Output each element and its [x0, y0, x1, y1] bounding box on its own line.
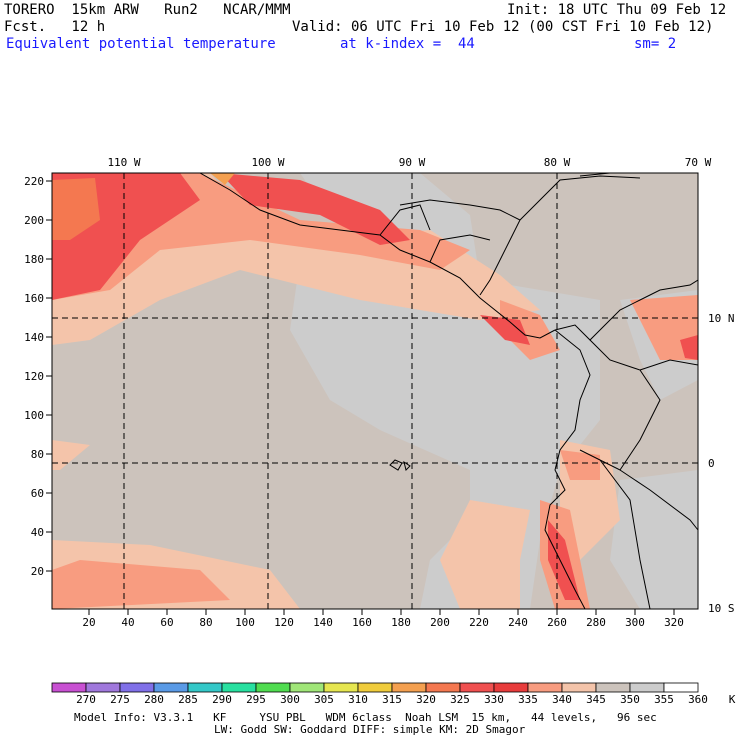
longitude-label: 70 W [685, 156, 712, 169]
colorbar-swatch [255, 682, 291, 693]
colorbar-label: 360 [688, 693, 708, 706]
y-tick-label: 100 [24, 409, 44, 422]
colorbar-swatch [527, 682, 563, 693]
map-frame [51, 172, 699, 610]
x-tick-label: 240 [508, 616, 528, 629]
colorbar-label: K [729, 693, 736, 706]
colorbar-swatch [391, 682, 427, 693]
theta-e-field [52, 173, 698, 609]
model-info: Model Info: V3.3.1 KF YSU PBL WDM 6class… [74, 711, 657, 724]
colorbar-swatch [221, 682, 257, 693]
y-axis [46, 180, 52, 572]
colorbar-swatch [289, 682, 325, 693]
colorbar-swatch [323, 682, 359, 693]
y-tick-label: 160 [24, 292, 44, 305]
physics-info: LW: Godd SW: Goddard DIFF: simple KM: 2D… [214, 723, 526, 736]
init-time: Init: 18 UTC Thu 09 Feb 12 [507, 2, 727, 18]
level-index: at k-index = 44 [340, 36, 475, 52]
forecast-hour: Fcst. 12 h [4, 19, 106, 35]
x-tick-label: 20 [82, 616, 95, 629]
y-tick-label: 60 [31, 487, 44, 500]
colorbar-label: 285 [178, 693, 198, 706]
colorbar-label: 315 [382, 693, 402, 706]
x-tick-label: 40 [121, 616, 134, 629]
y-tick-label: 20 [31, 565, 44, 578]
smoothing: sm= 2 [634, 36, 677, 52]
colorbar-swatch [459, 682, 495, 693]
colorbar-label: 350 [620, 693, 640, 706]
y-tick-label: 40 [31, 526, 44, 539]
colorbar-swatch [85, 682, 121, 693]
colorbar-label: 300 [280, 693, 300, 706]
coastlines [199, 173, 698, 609]
latitude-label: 10 S [708, 602, 735, 615]
x-tick-label: 120 [274, 616, 294, 629]
x-tick-label: 300 [625, 616, 645, 629]
lat-lon-gridlines [52, 173, 698, 609]
colorbar-swatch [629, 682, 665, 693]
colorbar-label: 340 [552, 693, 572, 706]
colorbar-label: 270 [76, 693, 96, 706]
colorbar-label: 345 [586, 693, 606, 706]
x-tick-label: 60 [160, 616, 173, 629]
colorbar-swatch [153, 682, 189, 693]
colorbar-label: 295 [246, 693, 266, 706]
colorbar-label: 310 [348, 693, 368, 706]
x-axis [88, 609, 675, 615]
colorbar-label: 280 [144, 693, 164, 706]
colorbar-label: 325 [450, 693, 470, 706]
colorbar-label: 290 [212, 693, 232, 706]
latitude-label: 10 N [708, 312, 735, 325]
colorbar-swatch [493, 682, 529, 693]
x-tick-label: 320 [664, 616, 684, 629]
x-tick-label: 200 [430, 616, 450, 629]
colorbar-swatch [663, 682, 699, 693]
colorbar-swatch [561, 682, 597, 693]
colorbar-label: 330 [484, 693, 504, 706]
x-tick-label: 160 [352, 616, 372, 629]
colorbar-swatch [51, 682, 87, 693]
longitude-label: 90 W [399, 156, 426, 169]
x-tick-label: 140 [313, 616, 333, 629]
colorbar-swatch [187, 682, 223, 693]
field-name: Equivalent potential temperature [6, 36, 276, 52]
colorbar-swatch [425, 682, 461, 693]
model-title: TORERO 15km ARW Run2 NCAR/MMM [4, 2, 291, 18]
colorbar-label: 305 [314, 693, 334, 706]
x-tick-label: 220 [469, 616, 489, 629]
colorbar-label: 320 [416, 693, 436, 706]
longitude-label: 80 W [544, 156, 571, 169]
x-tick-label: 280 [586, 616, 606, 629]
longitude-label: 100 W [251, 156, 284, 169]
color-scale-bar: 270 275 280 285 290 295 300 305 310 315 320 325 330 3… [51, 682, 736, 706]
valid-time: Valid: 06 UTC Fri 10 Feb 12 (00 CST Fri … [292, 19, 714, 35]
y-tick-label: 120 [24, 370, 44, 383]
y-tick-label: 180 [24, 253, 44, 266]
colorbar-label: 275 [110, 693, 130, 706]
x-tick-label: 180 [391, 616, 411, 629]
colorbar-swatch [357, 682, 393, 693]
latitude-label: 0 [708, 457, 715, 470]
y-tick-label: 220 [24, 175, 44, 188]
y-tick-label: 80 [31, 448, 44, 461]
colorbar-label: 335 [518, 693, 538, 706]
colorbar-label: 355 [654, 693, 674, 706]
x-tick-label: 260 [547, 616, 567, 629]
y-tick-label: 140 [24, 331, 44, 344]
colorbar-swatch [595, 682, 631, 693]
colorbar-swatch [119, 682, 155, 693]
x-tick-label: 80 [199, 616, 212, 629]
longitude-label: 110 W [107, 156, 140, 169]
y-tick-label: 200 [24, 214, 44, 227]
x-tick-label: 100 [235, 616, 255, 629]
